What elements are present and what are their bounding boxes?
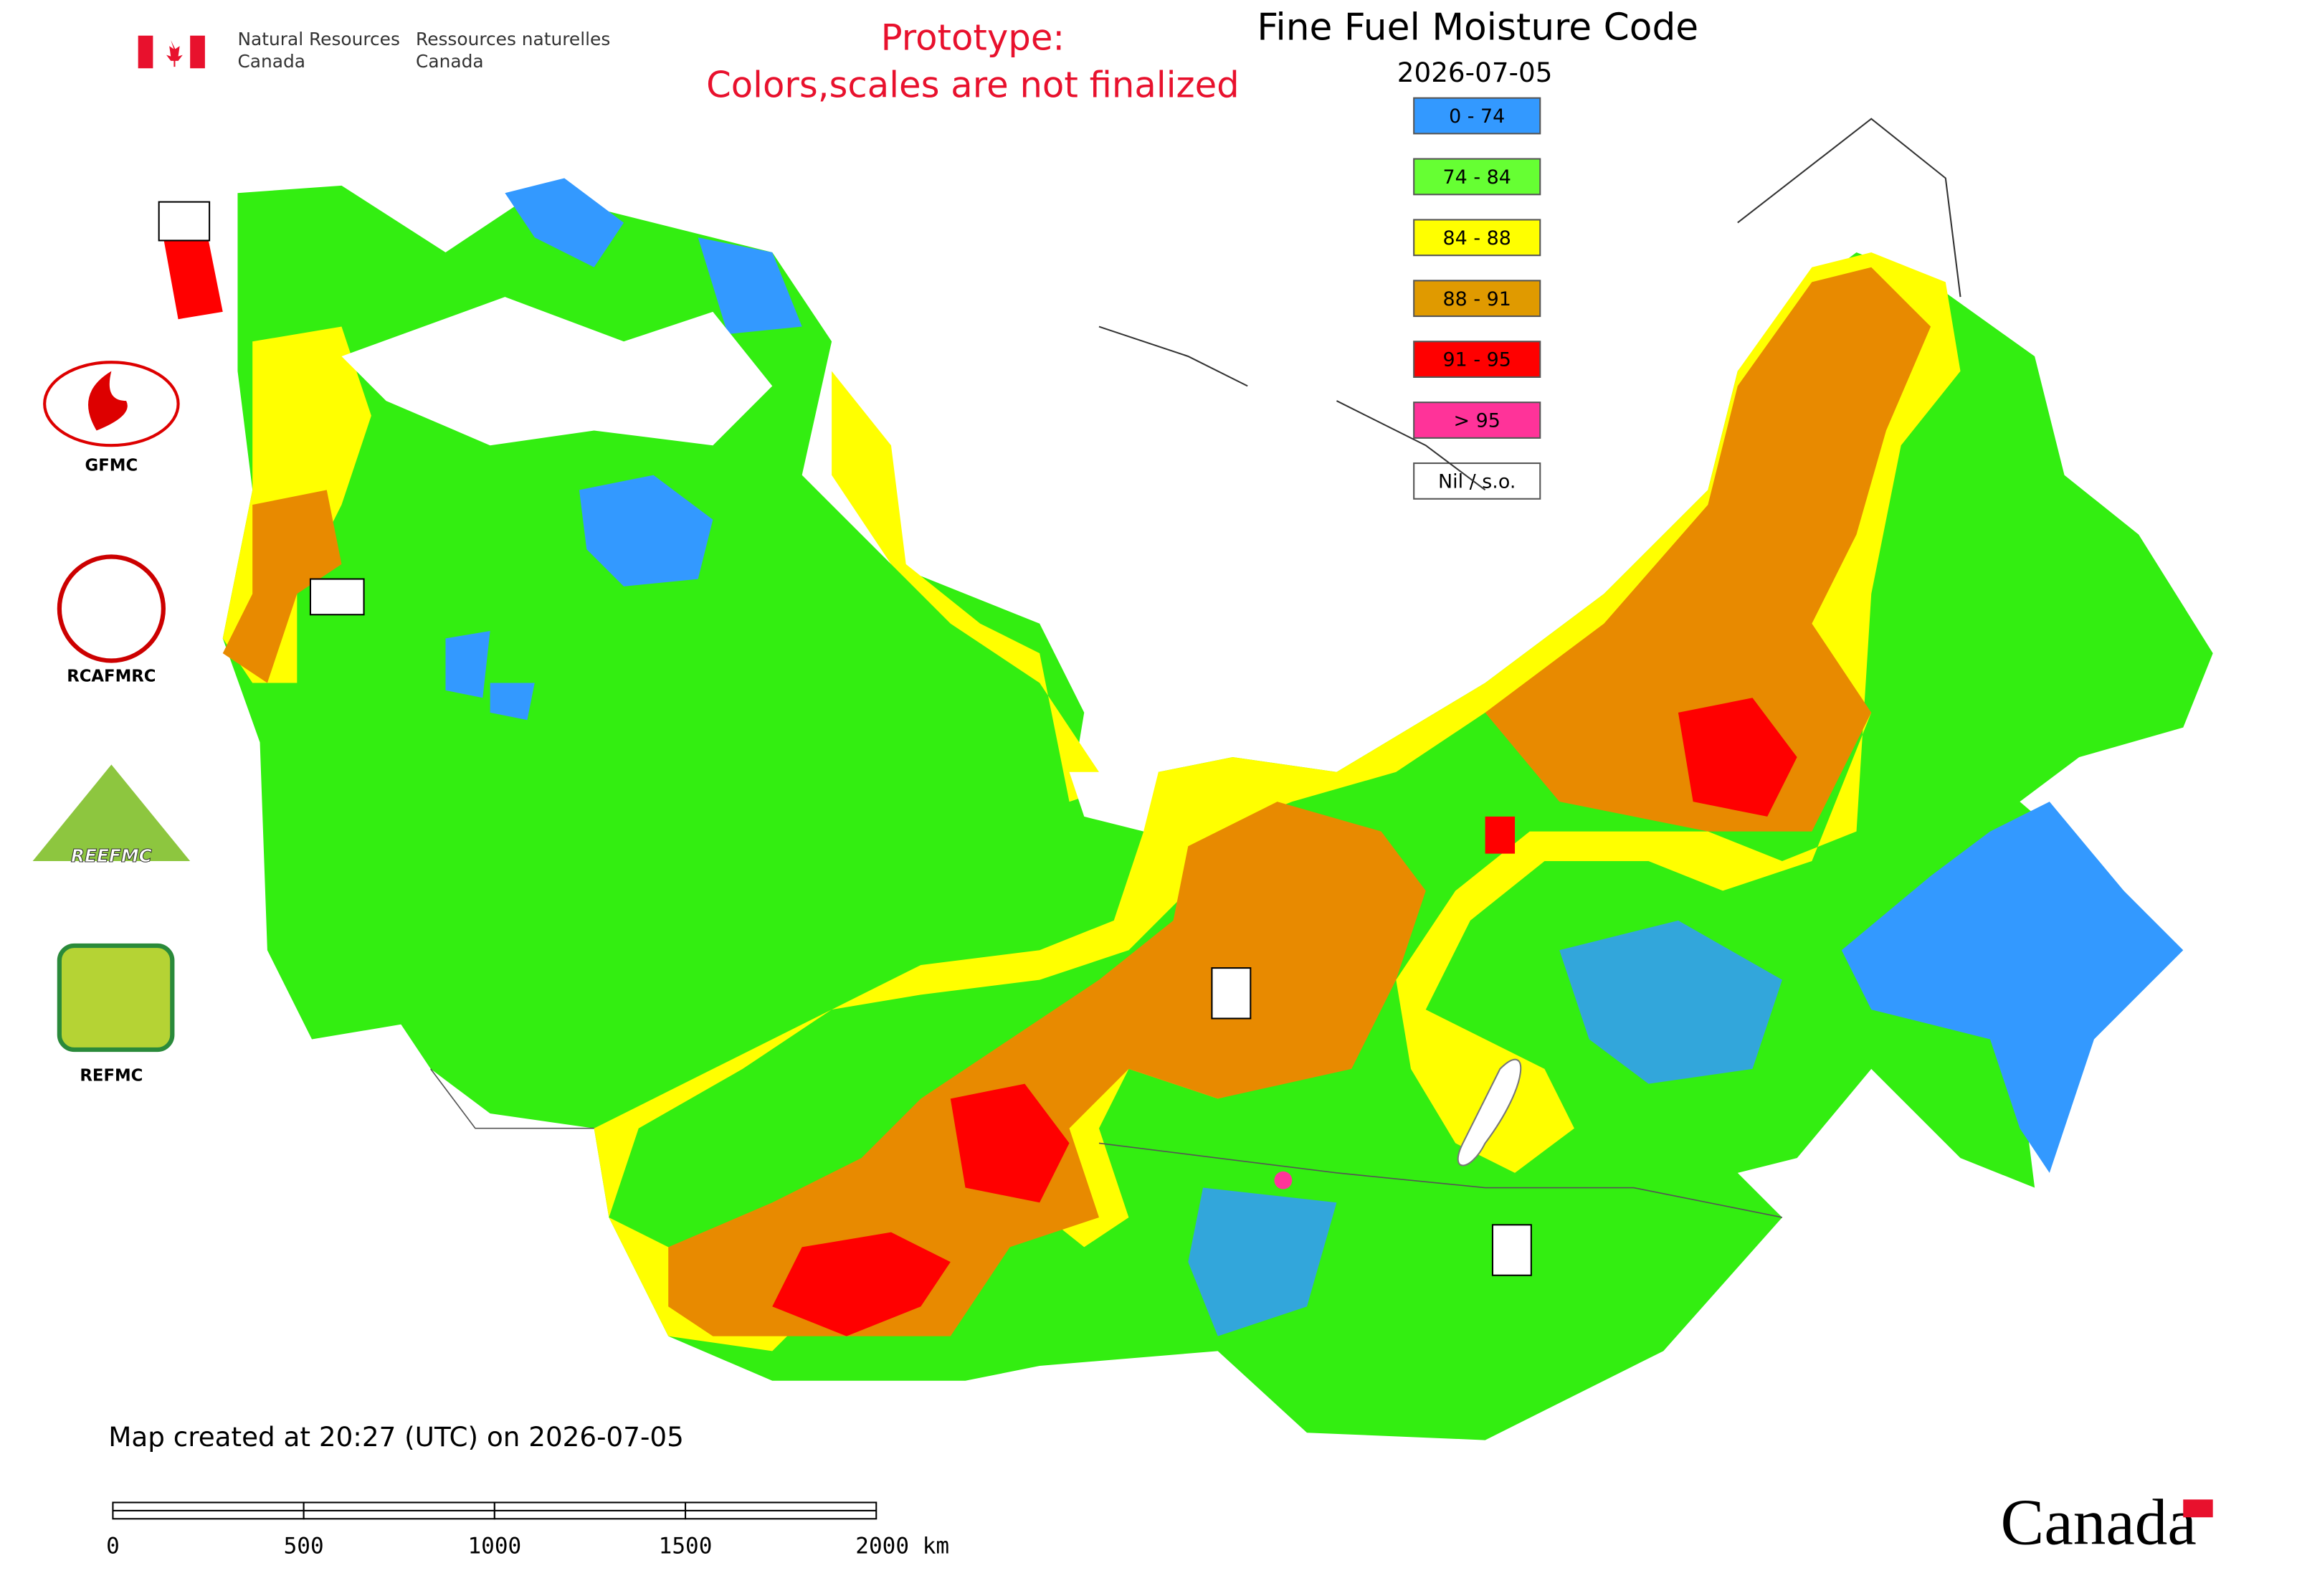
map-markers — [158, 201, 1532, 1276]
wordmark-flag — [2183, 1499, 2213, 1518]
logo-gfmc — [43, 361, 180, 447]
legend-swatch — [1413, 158, 1541, 196]
logo-label: REFMC — [80, 1067, 143, 1086]
maple-leaf — [166, 39, 183, 67]
coastline — [1098, 118, 1961, 491]
logo-gfmc — [88, 371, 128, 431]
zone-blue — [579, 475, 713, 586]
agency-fr: Ressources naturelles — [416, 29, 610, 49]
legend-label: 84 - 88 — [1443, 227, 1511, 250]
legend-label: Nil / s.o. — [1438, 470, 1516, 493]
scale-label: 1500 — [659, 1534, 713, 1559]
legend-swatch — [1413, 280, 1541, 318]
logo-rcafmrc — [57, 554, 166, 663]
legend-swatch — [1413, 219, 1541, 257]
prototype-note: Colors,scales are not finalized — [706, 65, 1240, 106]
legend: 0 - 74 74 - 84 84 - 88 88 - 91 91 - 95 > 95 Ni… — [1413, 97, 1541, 500]
legend-label: > 95 — [1454, 410, 1500, 432]
legend-label: 91 - 95 — [1443, 349, 1511, 371]
map-layers — [163, 118, 2213, 1440]
nil-area — [1069, 771, 1159, 832]
zone-blue — [445, 178, 802, 721]
legend-swatch — [1413, 341, 1541, 378]
marker — [158, 201, 211, 242]
legend-swatch — [1413, 402, 1541, 439]
logo-label: REEFMC — [71, 845, 152, 866]
zone-orange — [222, 267, 1931, 1336]
scale-bar: 0 500 1000 1500 2000 km — [106, 1501, 949, 1559]
legend-label: 74 - 84 — [1443, 166, 1511, 189]
created-note: Map created at 20:27 (UTC) on 2026-07-05 — [108, 1421, 684, 1453]
zone-magenta — [1274, 1171, 1293, 1189]
white-sea — [341, 297, 773, 446]
map-date: 2026-07-05 — [1397, 57, 1553, 88]
zone-blue — [1188, 920, 1782, 1336]
legend-label: 88 - 91 — [1443, 288, 1511, 310]
legend-swatch — [1413, 97, 1541, 135]
logo-reefmc — [32, 764, 191, 862]
agency-en: Natural Resources — [237, 29, 399, 49]
map-title: Fine Fuel Moisture Code — [1257, 6, 1698, 49]
marker — [1491, 1224, 1532, 1276]
prototype-note: Prototype: — [881, 16, 1065, 58]
logo-refmc — [57, 943, 175, 1053]
marker — [1211, 967, 1252, 1020]
canada-wordmark: Canada — [2001, 1486, 2197, 1559]
zone-red — [163, 237, 1797, 1336]
legend-label: 0 - 74 — [1449, 105, 1505, 128]
flag-bar — [138, 35, 153, 69]
marker — [309, 578, 365, 616]
scale-label: 0 — [106, 1534, 120, 1559]
border-line — [430, 1068, 1783, 1218]
logo-label: RCAFMRC — [67, 668, 156, 686]
lake-baikal — [1457, 1058, 1522, 1167]
scale-label: 1000 — [467, 1534, 521, 1559]
scale-label: 2000 km — [855, 1534, 949, 1559]
zone-yellow — [222, 252, 1961, 1352]
flag-bar — [190, 35, 205, 69]
agency-en: Canada — [237, 51, 305, 72]
agency-fr: Canada — [416, 51, 484, 72]
scale-label: 500 — [284, 1534, 324, 1559]
zone-blue — [1841, 802, 2184, 1173]
legend-swatch — [1413, 462, 1541, 500]
logo-label: GFMC — [85, 457, 138, 475]
